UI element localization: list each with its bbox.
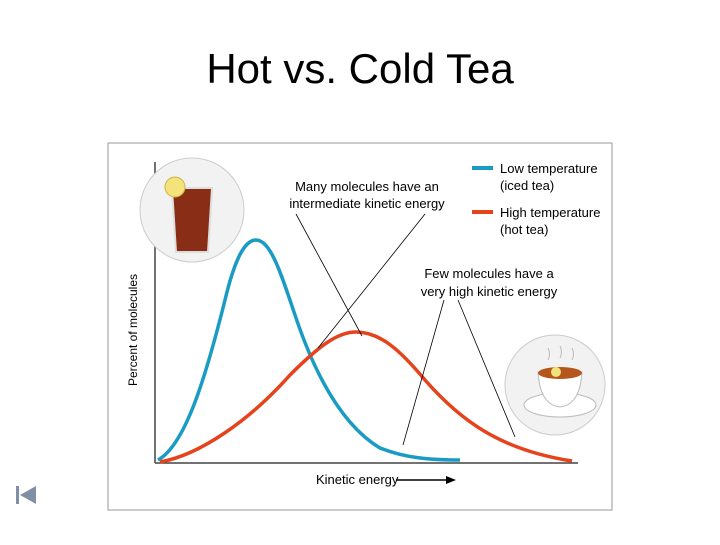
high-temp-curve	[159, 330, 573, 464]
lemon-slice	[551, 367, 561, 377]
legend-label: High temperature	[500, 205, 600, 220]
pointer-line	[295, 213, 363, 337]
slide-title: Hot vs. Cold Tea	[206, 45, 514, 92]
legend-label: Low temperature	[500, 161, 598, 176]
y-axis-label: Percent of molecules	[126, 274, 140, 386]
x-axis-arrowhead	[446, 476, 456, 484]
steam	[547, 345, 574, 361]
annotation: intermediate kinetic energy	[289, 196, 445, 211]
legend: Low temperature (iced tea) High temperatur…	[472, 161, 600, 237]
annotation: Few molecules have a	[424, 266, 554, 281]
x-axis-label: Kinetic energy	[316, 472, 399, 487]
lemon-slice	[164, 176, 186, 198]
legend-label: (hot tea)	[500, 222, 548, 237]
nav-bar	[16, 486, 19, 504]
annotation: Many molecules have an	[295, 179, 439, 194]
legend-label: (iced tea)	[500, 178, 554, 193]
nav-first-button[interactable]	[20, 486, 36, 504]
pointer-line	[457, 299, 516, 438]
annotation: very high kinetic energy	[421, 284, 558, 299]
pointer-line	[317, 213, 426, 349]
cup	[537, 371, 583, 408]
iced-tea-glass	[170, 187, 214, 253]
pointer-line	[402, 299, 445, 446]
low-temp-curve	[157, 238, 461, 462]
